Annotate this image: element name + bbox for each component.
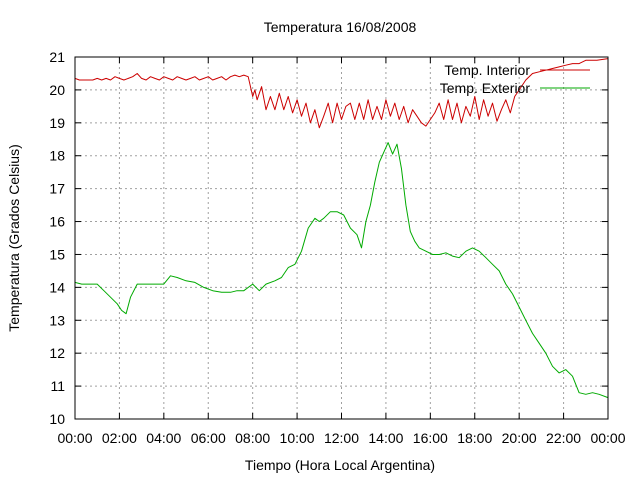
y-tick-label: 10 [49, 411, 65, 427]
x-tick-label: 18:00 [457, 430, 492, 446]
y-tick-label: 19 [49, 115, 65, 131]
y-tick-label: 13 [49, 312, 65, 328]
series-line-exterior [74, 142, 609, 399]
y-tick-label: 21 [49, 49, 65, 65]
y-tick-label: 20 [49, 82, 65, 98]
x-tick-label: 20:00 [502, 430, 537, 446]
x-tick-label: 06:00 [191, 430, 226, 446]
series-layer [74, 58, 609, 399]
y-tick-label: 14 [49, 279, 65, 295]
y-tick-label: 18 [49, 148, 65, 164]
x-axis-label: Tiempo (Hora Local Argentina) [245, 457, 435, 473]
grid-lines [75, 57, 608, 419]
x-tick-label: 22:00 [546, 430, 581, 446]
axis-ticks: 00:00 02:00 04:00 06:00 08:00 10:00 12:00 14:00… [49, 49, 625, 446]
y-tick-label: 17 [49, 181, 65, 197]
legend-label: Temp. Exterior [440, 80, 531, 96]
x-tick-label: 00:00 [57, 430, 92, 446]
chart-title: Temperatura 16/08/2008 [264, 19, 417, 35]
y-tick-label: 16 [49, 214, 65, 230]
y-tick-label: 11 [50, 378, 65, 394]
x-tick-label: 08:00 [235, 430, 270, 446]
x-tick-label: 14:00 [368, 430, 403, 446]
y-tick-label: 12 [49, 345, 65, 361]
x-tick-label: 02:00 [102, 430, 137, 446]
x-tick-label: 00:00 [590, 430, 625, 446]
x-tick-label: 12:00 [324, 430, 359, 446]
y-tick-label: 15 [49, 246, 65, 262]
y-axis-label: Temperatura (Grados Celsius) [6, 144, 22, 332]
legend-label: Temp. Interior [444, 62, 530, 78]
legend: Temp. Interior Temp. Exterior [440, 62, 590, 96]
series-line-interior [74, 58, 609, 129]
x-tick-label: 16:00 [413, 430, 448, 446]
x-tick-label: 04:00 [146, 430, 181, 446]
x-tick-label: 10:00 [280, 430, 315, 446]
